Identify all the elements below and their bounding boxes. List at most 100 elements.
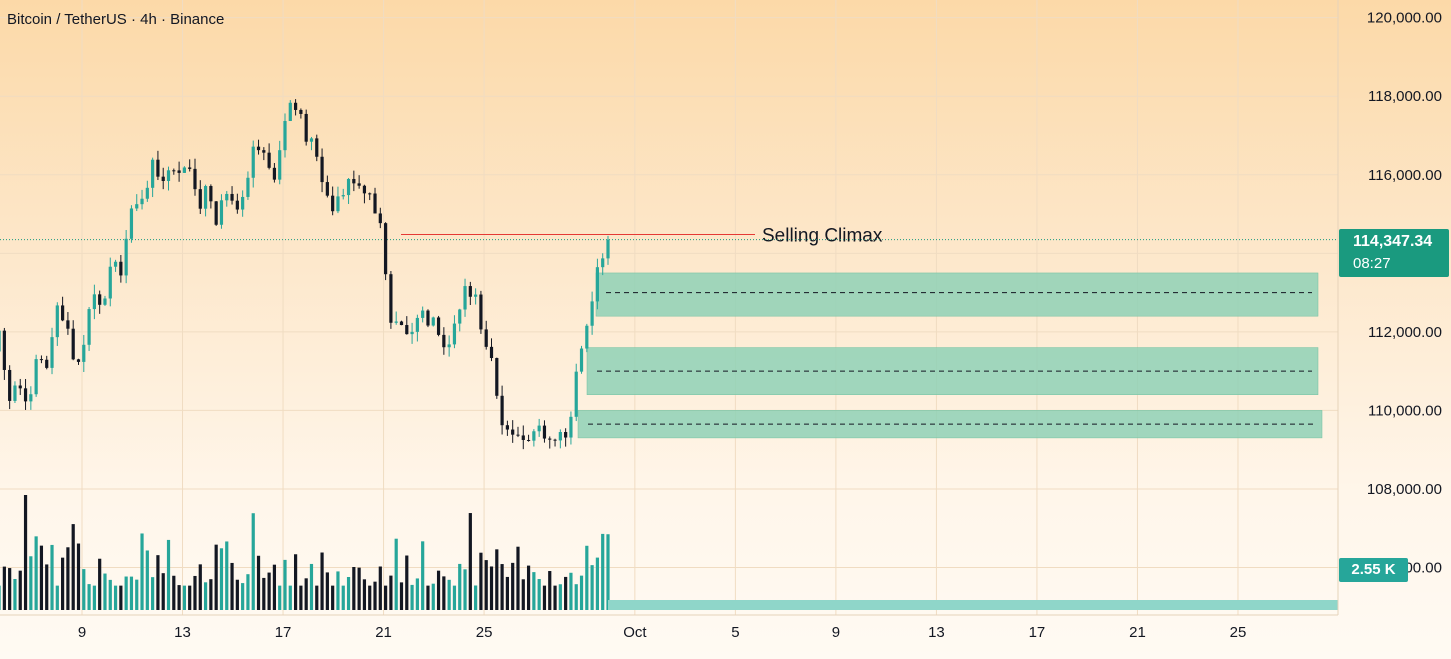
candle[interactable] bbox=[548, 436, 552, 449]
candle[interactable] bbox=[272, 162, 277, 183]
candle[interactable] bbox=[98, 290, 102, 314]
candle[interactable] bbox=[320, 148, 324, 193]
candle[interactable] bbox=[569, 411, 573, 445]
candle[interactable] bbox=[188, 159, 192, 172]
candle[interactable] bbox=[542, 420, 547, 443]
candle[interactable] bbox=[50, 327, 54, 375]
candle[interactable] bbox=[251, 140, 255, 188]
candle[interactable] bbox=[82, 334, 86, 372]
candle[interactable] bbox=[309, 136, 314, 151]
candle[interactable] bbox=[18, 378, 22, 395]
candle[interactable] bbox=[564, 428, 568, 447]
candle[interactable] bbox=[368, 192, 372, 201]
symbol-title[interactable]: Bitcoin / TetherUS · 4h · Binance bbox=[7, 11, 225, 28]
candle[interactable] bbox=[45, 355, 49, 370]
candle[interactable] bbox=[34, 354, 38, 397]
candle[interactable] bbox=[521, 425, 525, 450]
candle[interactable] bbox=[336, 186, 340, 214]
candle[interactable] bbox=[463, 278, 467, 317]
candle[interactable] bbox=[346, 178, 351, 204]
candle[interactable] bbox=[511, 420, 515, 443]
candle[interactable] bbox=[172, 168, 176, 175]
candle[interactable] bbox=[595, 258, 600, 310]
candle[interactable] bbox=[151, 157, 155, 198]
candle[interactable] bbox=[579, 345, 584, 374]
candle[interactable] bbox=[373, 187, 377, 214]
candle[interactable] bbox=[156, 150, 160, 181]
candle[interactable] bbox=[278, 140, 282, 185]
candle[interactable] bbox=[135, 194, 139, 212]
candle[interactable] bbox=[585, 323, 589, 353]
candle[interactable] bbox=[241, 190, 245, 217]
candle[interactable] bbox=[108, 257, 112, 307]
candle[interactable] bbox=[87, 307, 91, 351]
candle[interactable] bbox=[235, 193, 239, 214]
candle[interactable] bbox=[458, 308, 462, 332]
candle[interactable] bbox=[500, 385, 504, 435]
candle[interactable] bbox=[474, 288, 478, 305]
candle[interactable] bbox=[13, 381, 17, 404]
candle[interactable] bbox=[304, 109, 308, 146]
candle[interactable] bbox=[2, 327, 6, 380]
candle[interactable] bbox=[558, 429, 562, 449]
candle[interactable] bbox=[405, 316, 409, 335]
candle[interactable] bbox=[23, 378, 28, 410]
candle[interactable] bbox=[293, 99, 298, 116]
candle[interactable] bbox=[299, 108, 303, 119]
candle[interactable] bbox=[505, 420, 509, 436]
candle[interactable] bbox=[468, 281, 472, 305]
candle[interactable] bbox=[606, 235, 610, 265]
candle[interactable] bbox=[76, 358, 81, 365]
candle[interactable] bbox=[574, 363, 578, 422]
candle[interactable] bbox=[516, 426, 520, 438]
candle[interactable] bbox=[92, 284, 96, 320]
candle[interactable] bbox=[246, 171, 250, 200]
candle[interactable] bbox=[315, 134, 319, 162]
candle[interactable] bbox=[410, 322, 414, 344]
candle[interactable] bbox=[283, 113, 287, 158]
candle[interactable] bbox=[325, 175, 329, 198]
candle[interactable] bbox=[214, 201, 218, 226]
candle[interactable] bbox=[140, 189, 144, 210]
candle[interactable] bbox=[39, 355, 44, 364]
candle[interactable] bbox=[209, 184, 213, 209]
candle[interactable] bbox=[341, 188, 345, 200]
candle[interactable] bbox=[378, 207, 382, 229]
candle[interactable] bbox=[436, 315, 441, 337]
candle[interactable] bbox=[526, 434, 531, 442]
candle[interactable] bbox=[553, 438, 557, 447]
candle[interactable] bbox=[288, 100, 292, 122]
candle[interactable] bbox=[0, 326, 1, 358]
candle[interactable] bbox=[479, 290, 483, 334]
candle[interactable] bbox=[384, 222, 388, 281]
candle[interactable] bbox=[399, 320, 404, 326]
candle[interactable] bbox=[447, 335, 451, 357]
candle[interactable] bbox=[103, 295, 107, 306]
candle[interactable] bbox=[113, 259, 118, 272]
candle[interactable] bbox=[203, 184, 208, 217]
candle[interactable] bbox=[225, 191, 229, 207]
candle[interactable] bbox=[55, 302, 59, 346]
candle[interactable] bbox=[431, 316, 435, 327]
candle[interactable] bbox=[452, 315, 457, 349]
candle[interactable] bbox=[331, 186, 335, 216]
candle[interactable] bbox=[256, 139, 261, 155]
candle[interactable] bbox=[71, 320, 75, 361]
candle[interactable] bbox=[537, 418, 541, 437]
candle[interactable] bbox=[182, 166, 186, 173]
candle[interactable] bbox=[119, 255, 123, 283]
candle[interactable] bbox=[124, 229, 128, 284]
candle[interactable] bbox=[484, 320, 488, 350]
candle[interactable] bbox=[489, 338, 494, 362]
support-zone-1[interactable] bbox=[595, 272, 1319, 317]
candle[interactable] bbox=[267, 143, 271, 170]
candle[interactable] bbox=[532, 429, 536, 447]
candle[interactable] bbox=[177, 161, 181, 182]
candle[interactable] bbox=[166, 166, 171, 191]
candle[interactable] bbox=[352, 170, 356, 192]
candle[interactable] bbox=[61, 296, 65, 322]
candle[interactable] bbox=[495, 357, 499, 399]
candle[interactable] bbox=[129, 205, 134, 243]
candle[interactable] bbox=[219, 194, 224, 229]
